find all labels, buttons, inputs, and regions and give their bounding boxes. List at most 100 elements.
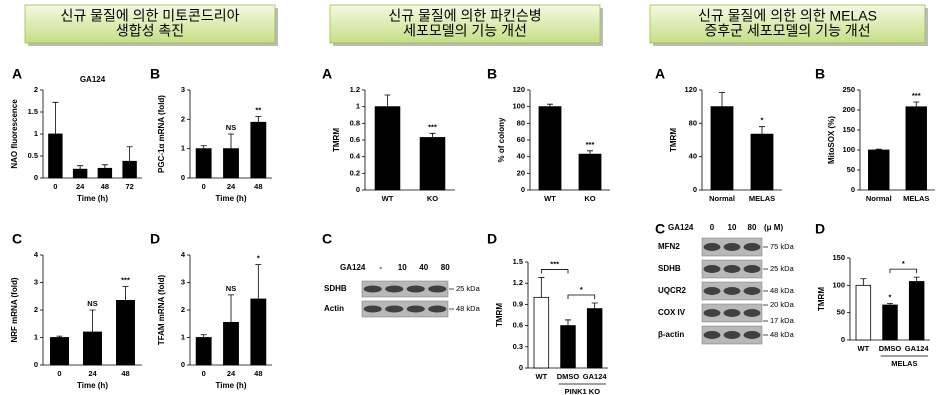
error-bar <box>89 309 96 332</box>
x-tick-label: WT <box>544 194 556 203</box>
y-tick-label: 80 <box>517 118 525 127</box>
y-tick-label: 0.5 <box>28 151 38 160</box>
lane-label: 0 <box>710 223 715 232</box>
y-tick-label: 100 <box>832 280 845 289</box>
header-box <box>649 4 926 44</box>
bar <box>533 296 550 369</box>
y-tick-label: 1.5 <box>513 257 523 266</box>
x-tick-label: Normal <box>709 194 735 203</box>
y-axis-label: PGC-1α mRNA (fold) <box>157 95 166 173</box>
significance-bracket <box>889 268 918 274</box>
x-tick-label: 24 <box>88 369 97 378</box>
y-tick-label: 0 <box>34 173 38 182</box>
y-tick-label: 3 <box>181 277 185 286</box>
row-label: SDHB <box>324 284 347 293</box>
y-tick-label: 40 <box>689 152 697 161</box>
y-tick-label: 50 <box>847 165 855 174</box>
y-tick-label: 0.6 <box>513 321 523 330</box>
y-tick-label: 150 <box>832 253 845 262</box>
blot-band <box>385 305 404 313</box>
y-tick-label: 4 <box>34 250 39 259</box>
error-bar <box>255 116 262 123</box>
x-tick-label: WT <box>535 372 547 381</box>
y-tick-label: 40 <box>517 152 525 161</box>
y-tick-label: 0.3 <box>513 342 523 351</box>
blot-band <box>363 305 382 313</box>
bar <box>72 168 88 179</box>
y-tick-label: 0.6 <box>350 135 360 144</box>
panel-letter: A <box>12 66 22 82</box>
lane-label: - <box>379 263 382 272</box>
marker-label: 25 kDa <box>456 284 481 293</box>
header-box <box>329 4 601 44</box>
y-tick-label: 100 <box>512 102 525 111</box>
significance-label: * <box>761 116 764 125</box>
y-tick-label: 20 <box>517 168 525 177</box>
blot-band <box>703 309 721 317</box>
y-tick-label: 1.5 <box>28 107 38 116</box>
bar <box>83 331 102 366</box>
blot-strip <box>361 300 449 318</box>
marker-label: 48 kDa <box>770 330 795 339</box>
y-tick-label: 0 <box>34 360 38 369</box>
error-bar <box>228 133 234 149</box>
treatment-label: GA124 <box>668 223 694 232</box>
error-bar <box>126 146 133 162</box>
blot-band <box>743 287 761 295</box>
error-bar <box>77 165 84 170</box>
row-label: β-actin <box>658 330 684 339</box>
significance-label: *** <box>550 260 559 269</box>
significance-bracket <box>540 269 569 274</box>
error-bar <box>591 302 598 309</box>
y-axis-label: NRF mRNA (fold) <box>10 277 19 342</box>
panel-letter: D <box>815 221 825 237</box>
y-tick-label: 0.8 <box>350 118 360 127</box>
y-tick-label: 0 <box>851 185 855 194</box>
lane-label: 40 <box>419 263 428 272</box>
y-tick-label: 2 <box>34 305 38 314</box>
y-tick-label: 3 <box>34 277 38 286</box>
marker-label: 75 kDa <box>770 242 795 251</box>
x-tick-label: GA124 <box>905 344 930 353</box>
header-text: 세포모델의 기능 개선 <box>403 23 527 39</box>
bar <box>710 106 734 191</box>
lane-label: 10 <box>728 223 737 232</box>
x-axis-label: Time (h) <box>216 381 247 390</box>
significance-label: *** <box>121 276 130 285</box>
header-text: 신규 물질에 의한 의한 MELAS <box>698 8 877 24</box>
panel-letter: C <box>322 231 332 247</box>
bar <box>750 133 774 191</box>
blot-band <box>703 265 721 273</box>
y-tick-label: 250 <box>842 85 855 94</box>
blot-band <box>703 243 721 251</box>
y-tick-label: 150 <box>842 125 855 134</box>
marker-label: 20 kDa <box>770 300 795 309</box>
panel-letter: A <box>322 66 332 82</box>
lane-label: 10 <box>398 263 407 272</box>
x-tick-label: MELAS <box>903 194 929 203</box>
bar <box>97 167 113 179</box>
y-tick-label: 1 <box>181 332 185 341</box>
header-text: 증후군 세포모델의 기능 개선 <box>704 23 870 39</box>
error-bar <box>255 264 262 299</box>
blot-band <box>363 285 382 293</box>
x-tick-label: 48 <box>101 182 109 191</box>
x-tick-label: 24 <box>227 369 236 378</box>
x-tick-label: 0 <box>57 369 61 378</box>
y-tick-label: 4 <box>181 250 186 259</box>
group-label: MELAS <box>891 359 917 368</box>
blot-band <box>723 287 741 295</box>
header-box <box>24 4 276 44</box>
bar <box>586 308 603 369</box>
significance-label: * <box>902 259 905 268</box>
x-tick-label: DMSO <box>557 372 580 381</box>
panel-letter: D <box>150 231 160 247</box>
significance-label: NS <box>226 123 236 132</box>
panel-letter: D <box>487 231 497 247</box>
y-axis-label: MitoSOX (%) <box>827 116 836 164</box>
y-axis-label: % of colony <box>497 117 506 162</box>
y-tick-label: 0 <box>519 363 523 372</box>
panel-letter: B <box>815 66 825 82</box>
y-tick-label: 80 <box>689 118 697 127</box>
error-bar <box>200 145 207 149</box>
